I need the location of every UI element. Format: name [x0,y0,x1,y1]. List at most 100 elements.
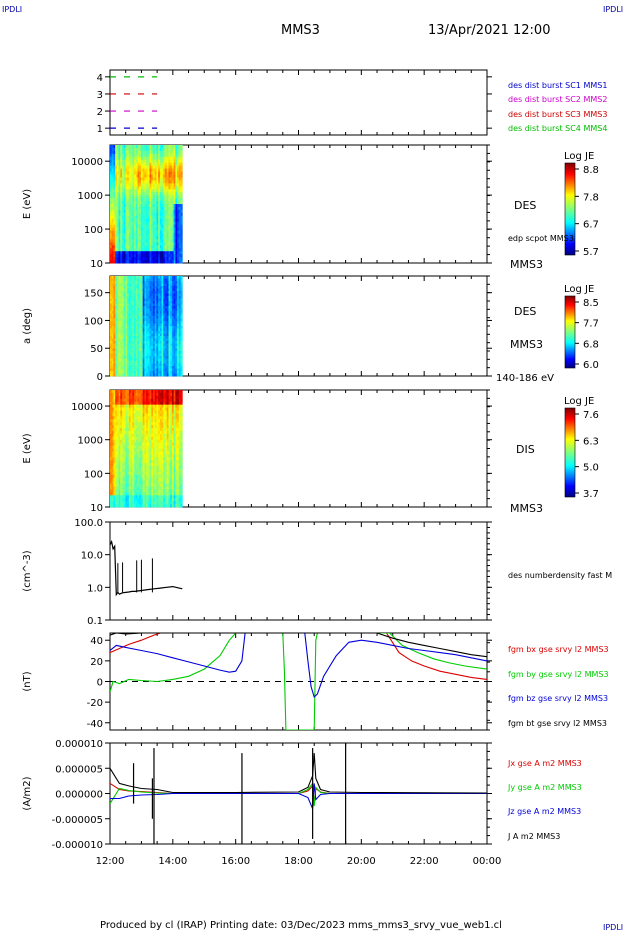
heatmap-cell [113,341,116,344]
heatmap-cell [146,361,149,364]
heatmap-cell [140,198,144,202]
heatmap-cell [132,341,135,344]
heatmap-cell [165,192,168,196]
heatmap-cell [154,366,157,369]
heatmap-cell [171,318,175,322]
heatmap-cell [146,206,149,211]
heatmap-cell [156,433,159,438]
heatmap-cell [159,242,163,246]
heatmap-cell [159,419,163,423]
heatmap-cell [147,451,150,455]
heatmap-cell [165,323,168,327]
heatmap-cell [171,281,175,284]
heatmap-cell [111,398,114,403]
heatmap-cell [130,221,133,226]
heatmap-cell [113,338,116,342]
heatmap-cell [113,221,116,226]
des-pitch-panel-colorbar-tick-label: 6.8 [583,339,599,350]
heatmap-cell [118,404,121,408]
heatmap-cell [111,156,114,161]
heatmap-cell [111,368,114,372]
heatmap-cell [118,451,121,455]
heatmap-cell [139,356,142,359]
heatmap-cell [151,260,154,264]
heatmap-cell [122,460,125,464]
heatmap-cell [127,260,130,264]
heatmap-cell [116,201,119,205]
heatmap-cell [166,336,169,339]
heatmap-cell [120,326,123,329]
heatmap-cell [127,348,130,352]
heatmap-cell [128,419,132,423]
heatmap-cell [147,341,150,344]
heatmap-cell [123,321,126,324]
heatmap-cell [173,358,176,362]
heatmap-cell [125,428,128,432]
heatmap-cell [177,257,180,261]
heatmap-cell [130,206,133,211]
heatmap-cell [161,333,164,337]
heatmap-cell [115,153,118,158]
heatmap-cell [144,180,147,184]
heatmap-cell [142,206,145,211]
heatmap-cell [134,451,137,455]
heatmap-cell [125,343,128,347]
heatmap-cell [137,348,140,352]
heatmap-cell [132,286,135,289]
heatmap-cell [134,206,137,211]
heatmap-cell [151,480,154,484]
heatmap-cell [142,358,145,362]
heatmap-cell [154,419,157,423]
heatmap-cell [140,278,144,282]
heatmap-cell [111,260,114,264]
heatmap-cell [171,189,175,193]
heatmap-cell [123,204,126,208]
heatmap-cell [113,198,116,202]
heatmap-cell [156,331,159,334]
heatmap-cell [171,316,175,319]
heatmap-cell [158,260,161,264]
heatmap-cell [161,306,164,309]
heatmap-cell [142,416,145,420]
heatmap-cell [134,489,137,493]
heatmap-cell [116,323,119,327]
heatmap-cell [163,425,166,429]
heatmap-cell [142,454,145,458]
heatmap-cell [132,308,135,312]
heatmap-cell [163,468,166,473]
heatmap-cell [178,276,181,279]
heatmap-cell [125,351,128,354]
heatmap-cell [120,395,123,400]
heatmap-cell [139,448,142,452]
heatmap-cell [130,498,133,502]
heatmap-cell [177,150,180,155]
heatmap-cell [122,457,125,461]
heatmap-cell [161,486,164,490]
heatmap-cell [113,209,116,214]
heatmap-cell [111,436,114,441]
heatmap-cell [122,283,125,287]
heatmap-cell [122,366,125,369]
heatmap-cell [134,483,137,487]
heatmap-cell [135,460,138,464]
heatmap-cell [170,218,173,223]
heatmap-cell [139,306,142,309]
heatmap-cell [171,351,175,354]
heatmap-cell [151,457,154,461]
heatmap-cell [166,306,169,309]
heatmap-cell [173,227,176,231]
heatmap-cell [156,474,159,479]
heatmap-cell [156,248,159,252]
heatmap-cell [144,410,147,414]
heatmap-cell [180,183,183,187]
heatmap-cell [110,147,113,152]
heatmap-cell [122,428,125,432]
heatmap-cell [163,328,166,332]
heatmap-cell [140,276,144,279]
heatmap-cell [173,291,176,294]
heatmap-cell [163,248,166,252]
heatmap-cell [170,336,173,339]
heatmap-cell [116,368,119,372]
heatmap-cell [158,145,161,149]
heatmap-cell [173,257,176,261]
